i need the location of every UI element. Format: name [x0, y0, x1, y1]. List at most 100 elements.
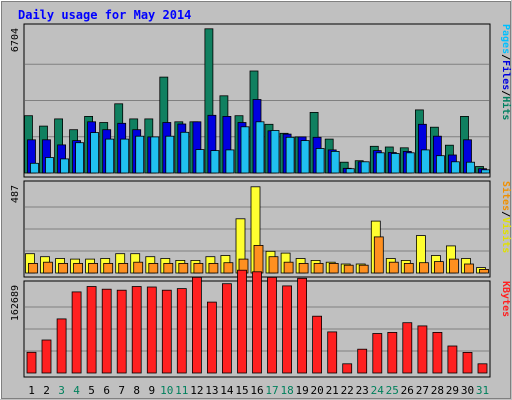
bar-pages-day-8 — [135, 135, 145, 174]
x-tick-label: 6 — [103, 384, 110, 397]
x-tick-label: 27 — [416, 384, 429, 397]
bar-pages-day-2 — [45, 157, 54, 174]
bar-kbytes-day-20 — [312, 315, 323, 374]
bar-sites-day-18 — [283, 261, 294, 274]
bar-sites-day-28 — [433, 261, 444, 274]
bar-pages-day-4 — [75, 142, 84, 174]
bar-kbytes-day-28 — [432, 331, 443, 374]
bar-sites-day-7 — [118, 262, 129, 274]
panel-visits-max-label: 487 — [10, 185, 21, 203]
x-tick-label: 26 — [401, 384, 414, 397]
bar-kbytes-day-5 — [86, 286, 97, 374]
bar-kbytes-day-9 — [146, 286, 157, 374]
bar-kbytes-day-23 — [357, 348, 368, 374]
legend-entry: Files — [500, 60, 512, 90]
bar-sites-day-2 — [43, 261, 53, 274]
bar-pages-day-5 — [90, 132, 99, 174]
bar-sites-day-19 — [298, 262, 309, 274]
bar-pages-day-30 — [466, 161, 475, 174]
x-tick-label: 8 — [133, 384, 140, 397]
bar-pages-day-15 — [240, 126, 250, 174]
bar-sites-day-10 — [163, 262, 174, 274]
bar-sites-day-17 — [268, 256, 279, 274]
bar-pages-day-1 — [30, 162, 39, 174]
bar-sites-day-13 — [208, 262, 219, 274]
legend-entry: Visits — [500, 217, 512, 253]
bar-pages-day-10 — [165, 135, 175, 174]
chart-title: Daily usage for May 2014 — [18, 8, 191, 22]
x-tick-label: 30 — [461, 384, 474, 397]
bar-pages-day-22 — [345, 168, 355, 174]
panel-hits: 6704 Pages/Files/Hits — [10, 23, 512, 178]
bar-pages-day-28 — [435, 155, 445, 174]
bar-pages-day-21 — [330, 150, 340, 174]
panel-hits-max-label: 6704 — [10, 28, 21, 52]
x-tick-label: 28 — [431, 384, 444, 397]
x-tick-label: 17 — [265, 384, 278, 397]
panel-kbytes: 162689 KBytes — [10, 269, 511, 378]
bar-kbytes-day-11 — [176, 288, 187, 374]
panel-hits-legend: Pages/Files/Hits — [500, 24, 512, 120]
bar-kbytes-day-21 — [327, 331, 338, 374]
bar-sites-day-12 — [193, 262, 204, 274]
legend-entry: Pages — [500, 24, 511, 54]
bar-pages-day-14 — [225, 149, 235, 174]
bar-pages-day-31 — [481, 169, 490, 174]
bar-kbytes-day-16 — [252, 271, 262, 374]
bar-sites-day-24 — [373, 236, 384, 274]
legend-entry: / — [500, 90, 511, 96]
bar-sites-day-27 — [418, 262, 429, 274]
x-tick-label: 24 — [371, 384, 385, 397]
bar-kbytes-day-1 — [26, 351, 37, 374]
bar-kbytes-day-2 — [41, 339, 52, 374]
bar-kbytes-day-14 — [221, 283, 232, 374]
bar-sites-day-31 — [479, 268, 489, 274]
legend-entry: / — [500, 54, 511, 60]
x-tick-label: 22 — [341, 384, 354, 397]
x-tick-label: 11 — [175, 384, 188, 397]
legend-entry: / — [500, 211, 511, 217]
bar-pages-day-9 — [150, 136, 160, 174]
bar-sites-day-26 — [403, 262, 414, 274]
x-tick-label: 20 — [310, 384, 323, 397]
x-tick-label: 2 — [43, 384, 50, 397]
x-tick-label: 14 — [220, 384, 234, 397]
legend-entry: Sites — [500, 181, 512, 211]
bar-kbytes-day-10 — [161, 289, 172, 374]
x-tick-label: 9 — [148, 384, 155, 397]
panel-visits-legend: Sites/Visits — [500, 181, 512, 253]
bar-sites-day-4 — [73, 262, 83, 274]
x-tick-label: 4 — [73, 384, 80, 397]
bar-pages-day-12 — [195, 149, 205, 174]
x-tick-label: 5 — [88, 384, 95, 397]
bar-kbytes-day-24 — [372, 333, 383, 374]
bar-kbytes-day-25 — [387, 331, 398, 374]
x-tick-label: 19 — [295, 384, 308, 397]
legend-entry: Hits — [500, 96, 512, 120]
x-tick-label: 16 — [250, 384, 263, 397]
bar-kbytes-day-30 — [462, 351, 473, 374]
bar-kbytes-day-4 — [71, 291, 82, 374]
bar-kbytes-day-31 — [477, 363, 488, 374]
panel-visits: 487 Sites/Visits — [10, 180, 512, 278]
bar-kbytes-day-7 — [116, 289, 127, 374]
x-tick-label: 7 — [118, 384, 125, 397]
bar-kbytes-day-3 — [56, 318, 67, 374]
x-tick-label: 1 — [28, 384, 35, 397]
bar-pages-day-18 — [285, 136, 295, 174]
bar-pages-day-24 — [375, 152, 385, 174]
bar-sites-day-1 — [28, 262, 38, 274]
bar-kbytes-day-29 — [447, 345, 458, 374]
bar-pages-day-11 — [180, 131, 190, 174]
x-tick-label: 13 — [205, 384, 218, 397]
bar-sites-day-6 — [103, 262, 114, 274]
bar-sites-day-9 — [148, 262, 159, 274]
bar-kbytes-day-18 — [282, 285, 293, 374]
bar-sites-day-21 — [328, 262, 339, 274]
x-tick-label: 10 — [160, 384, 173, 397]
x-tick-label: 21 — [326, 384, 339, 397]
bar-kbytes-day-6 — [101, 288, 112, 374]
